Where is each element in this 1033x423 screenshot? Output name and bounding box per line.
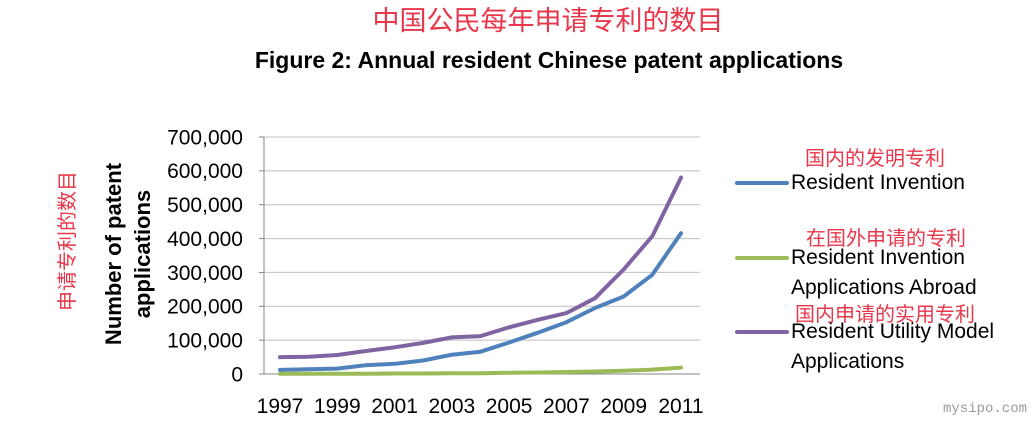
y-tick-label: 500,000 — [167, 194, 243, 217]
x-tick-label: 2003 — [428, 395, 475, 418]
x-tick-label: 2009 — [600, 395, 647, 418]
y-tick-label: 400,000 — [167, 228, 243, 251]
x-axis-tick-labels: 1997 1999 2001 2003 2005 2007 2009 2011 — [257, 395, 704, 418]
chart-title: Figure 2: Annual resident Chinese patent… — [254, 47, 844, 73]
x-tick-label: 1999 — [314, 395, 361, 418]
legend-swatches — [735, 181, 789, 334]
x-tick-label: 2011 — [658, 395, 703, 418]
y-tick-label: 200,000 — [167, 296, 243, 319]
y-tick-label: 700,000 — [167, 126, 243, 149]
series-lines — [278, 175, 683, 376]
legend-annotation-resident-utility-model: 国内申请的实用专利 — [795, 302, 975, 326]
series-line-resident-invention — [278, 231, 683, 372]
y-axis-tick-labels: 0 100,000 200,000 300,000 400,000 500,000 600,… — [167, 126, 243, 386]
legend-annotation-resident-invention-abroad: 在国外申请的专利 — [806, 226, 966, 250]
legend-label-resident-invention: Resident Invention — [791, 171, 965, 194]
y-tick-label: 100,000 — [167, 329, 243, 352]
x-tick-label: 2007 — [543, 395, 590, 418]
chinese-title: 中国公民每年申请专利的数目 — [372, 6, 724, 37]
series-line-resident-invention-applications-abroad — [278, 365, 683, 376]
gridlines — [264, 136, 700, 341]
y-tick-label: 300,000 — [167, 262, 243, 285]
legend-label-resident-utility-model: Resident Utility Model Applications — [791, 320, 995, 373]
y-axis-label: Number of patent applications — [101, 162, 155, 346]
x-tick-label: 2005 — [486, 395, 533, 418]
y-tick-label: 0 — [231, 363, 243, 386]
legend-annotation-resident-invention: 国内的发明专利 — [805, 146, 945, 170]
series-line-resident-utility-model-applications — [278, 175, 683, 360]
x-tick-label: 2001 — [371, 395, 418, 418]
x-tick-label: 1997 — [257, 395, 304, 418]
legend-label-resident-invention-abroad: Resident Invention Applications Abroad — [791, 246, 977, 299]
y-axis-label-chinese: 申请专利的数目 — [55, 171, 79, 311]
watermark: mysipo.com — [943, 401, 1028, 417]
y-tick-label: 600,000 — [167, 160, 243, 183]
